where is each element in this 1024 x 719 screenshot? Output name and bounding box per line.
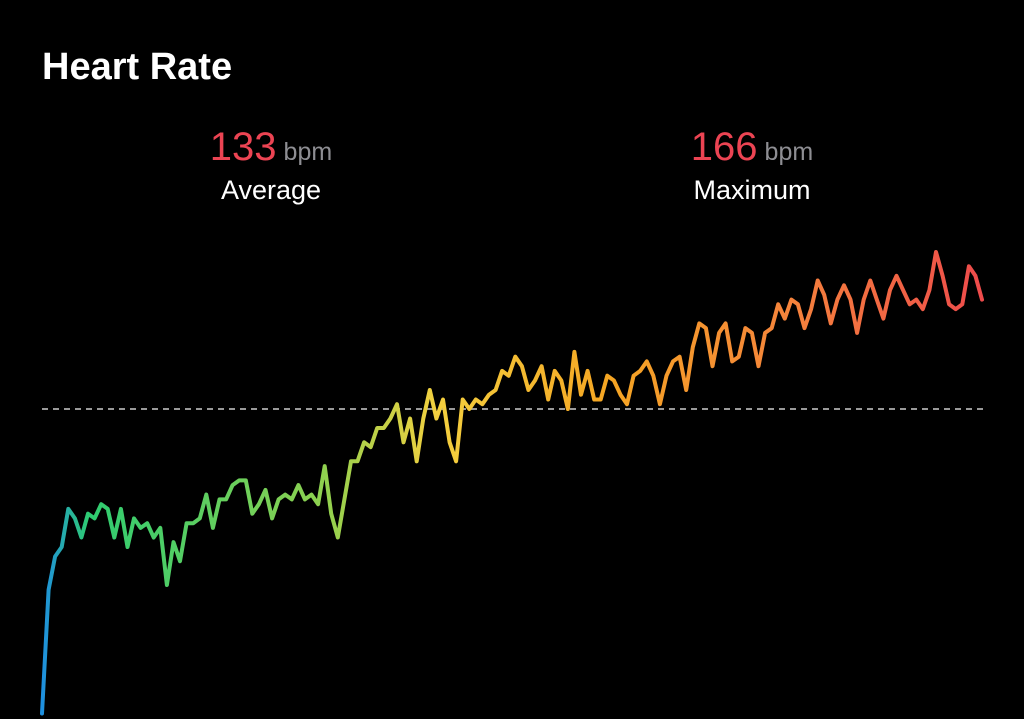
plot — [40, 250, 984, 716]
stat-unit: bpm — [765, 138, 814, 166]
stat-label: Maximum — [693, 175, 810, 205]
title: Heart Rate — [42, 46, 232, 88]
heart-rate-line — [40, 250, 984, 716]
stat-number: 133 — [210, 125, 277, 169]
maximum-value: 166 bpm — [691, 125, 813, 169]
stat-unit: bpm — [284, 138, 333, 166]
stat-label: Average — [221, 175, 321, 205]
average-value: 133 bpm — [210, 125, 332, 169]
stat-number: 166 — [691, 125, 758, 169]
